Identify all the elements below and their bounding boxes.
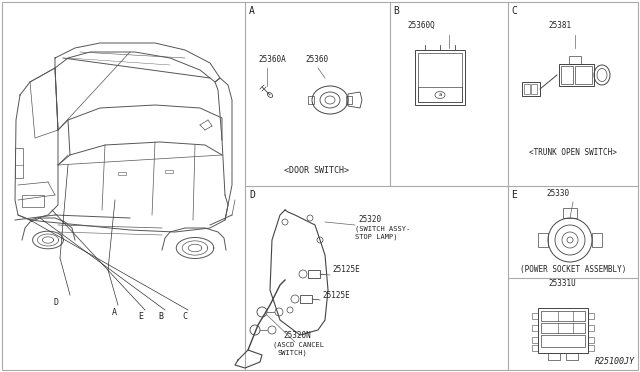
Bar bbox=[538, 308, 588, 353]
Text: R25100JY: R25100JY bbox=[595, 357, 635, 366]
Bar bbox=[118, 172, 126, 175]
Text: SWITCH): SWITCH) bbox=[277, 350, 307, 356]
Bar bbox=[559, 64, 594, 86]
Bar bbox=[575, 66, 592, 84]
Bar bbox=[541, 335, 585, 347]
Bar bbox=[588, 325, 594, 331]
Text: A: A bbox=[249, 6, 255, 16]
Text: D: D bbox=[249, 190, 255, 200]
Bar bbox=[165, 170, 173, 173]
Text: <DOOR SWITCH>: <DOOR SWITCH> bbox=[285, 166, 349, 175]
Text: B: B bbox=[393, 6, 399, 16]
Bar bbox=[531, 84, 537, 94]
Text: B: B bbox=[159, 312, 163, 321]
Bar bbox=[538, 233, 548, 247]
Text: STOP LAMP): STOP LAMP) bbox=[355, 233, 397, 240]
Bar bbox=[308, 270, 320, 278]
Text: C: C bbox=[182, 312, 188, 321]
Bar bbox=[532, 325, 538, 331]
Text: (ASCD CANCEL: (ASCD CANCEL bbox=[273, 342, 324, 349]
Text: 25125E: 25125E bbox=[322, 291, 349, 300]
Bar bbox=[524, 84, 530, 94]
Bar bbox=[532, 345, 538, 351]
Bar bbox=[418, 53, 462, 102]
Text: 25320: 25320 bbox=[358, 215, 381, 224]
Text: 25330: 25330 bbox=[546, 189, 569, 198]
Bar bbox=[548, 353, 560, 360]
Text: (SWITCH ASSY-: (SWITCH ASSY- bbox=[355, 225, 410, 231]
Text: 25360A: 25360A bbox=[258, 55, 285, 64]
Text: a: a bbox=[438, 93, 442, 97]
Text: 25360: 25360 bbox=[305, 55, 328, 64]
Bar bbox=[588, 337, 594, 343]
Bar bbox=[563, 208, 577, 218]
Bar bbox=[418, 87, 462, 102]
Bar bbox=[561, 66, 573, 84]
Bar bbox=[346, 96, 352, 104]
Bar bbox=[588, 313, 594, 319]
Bar bbox=[22, 195, 44, 207]
Bar bbox=[532, 337, 538, 343]
Bar bbox=[588, 345, 594, 351]
Text: E: E bbox=[511, 190, 517, 200]
Text: 25320N: 25320N bbox=[283, 331, 311, 340]
Text: A: A bbox=[111, 308, 116, 317]
Text: 25331U: 25331U bbox=[548, 279, 576, 288]
Bar bbox=[308, 96, 314, 104]
Text: 25360Q: 25360Q bbox=[407, 21, 435, 30]
Bar bbox=[522, 82, 540, 96]
Bar bbox=[566, 353, 578, 360]
Bar bbox=[592, 233, 602, 247]
Bar bbox=[569, 56, 581, 64]
Bar bbox=[541, 323, 585, 333]
Text: E: E bbox=[138, 312, 143, 321]
Bar bbox=[15, 148, 23, 178]
Text: (POWER SOCKET ASSEMBLY): (POWER SOCKET ASSEMBLY) bbox=[520, 265, 626, 274]
Bar bbox=[415, 50, 465, 105]
Bar bbox=[300, 295, 312, 303]
Text: D: D bbox=[54, 298, 58, 307]
Text: C: C bbox=[511, 6, 517, 16]
Text: <TRUNK OPEN SWITCH>: <TRUNK OPEN SWITCH> bbox=[529, 148, 617, 157]
Bar bbox=[541, 311, 585, 321]
Text: 25381: 25381 bbox=[548, 21, 571, 30]
Text: 25125E: 25125E bbox=[332, 265, 360, 274]
Bar bbox=[532, 313, 538, 319]
